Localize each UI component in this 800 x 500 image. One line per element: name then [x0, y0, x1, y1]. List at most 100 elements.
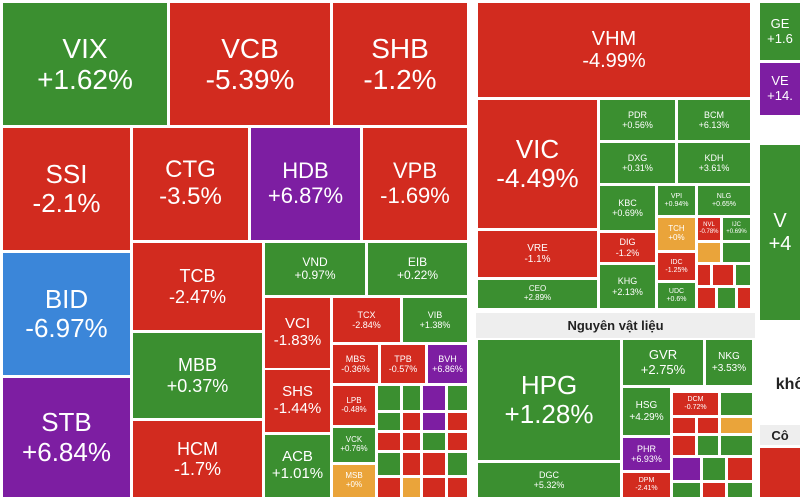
ticker: VCB: [221, 32, 279, 64]
tile: VE +14.: [760, 63, 800, 115]
ticker: VIB: [427, 309, 443, 320]
tile: VCK +0.76%: [333, 428, 375, 462]
ticker: HPG: [520, 369, 578, 400]
tile: DIG -1.2%: [600, 233, 655, 262]
ticker: UDC: [668, 287, 685, 295]
section-header: Nguyên vật liệu: [476, 313, 755, 338]
change-label: +0%: [668, 233, 685, 242]
tile: VIC -4.49%: [478, 100, 597, 228]
tile: DPM -2.41%: [623, 473, 670, 497]
change-label: -3.5%: [159, 183, 222, 210]
ticker: TPB: [394, 353, 412, 364]
tile: [423, 453, 445, 475]
ticker: BID: [44, 283, 89, 314]
ticker: NVL: [703, 222, 715, 229]
change-label: -1.69%: [380, 183, 450, 208]
ticker: MBB: [177, 355, 217, 376]
tile: LPB -0.48%: [333, 386, 375, 425]
change-label: +2.13%: [612, 286, 643, 297]
tile: [378, 453, 400, 475]
ticker: EIB: [407, 254, 428, 269]
tile: DCM -0.72%: [673, 393, 718, 415]
tile: STB +6.84%: [3, 378, 130, 497]
change-label: -0.78%: [699, 229, 719, 235]
change-label: -5.39%: [205, 64, 295, 95]
change-label: +0.6%: [666, 295, 687, 303]
change-label: -2.1%: [32, 188, 101, 218]
tile: SSI -2.1%: [3, 128, 130, 250]
change-label: +2.89%: [523, 293, 552, 302]
tile: [423, 413, 445, 430]
tile: GVR +2.75%: [623, 340, 703, 385]
ticker: VRE: [527, 242, 548, 254]
tile: KHG +2.13%: [600, 265, 655, 308]
tile: [723, 243, 750, 262]
ticker: DXG: [627, 152, 648, 163]
tile: PDR +0.56%: [600, 100, 675, 140]
ticker: ACB: [282, 448, 313, 466]
tile: [403, 453, 420, 475]
tile: [738, 288, 750, 308]
change-label: -1.2%: [363, 64, 437, 95]
tile: TCB -2.47%: [133, 243, 262, 330]
ticker: PDR: [627, 109, 647, 120]
ticker: CEO: [528, 284, 547, 294]
tile: DGC +5.32%: [478, 463, 620, 497]
tile: GE +1.6: [760, 3, 800, 60]
ticker: NLG: [716, 192, 732, 200]
ticker: V: [773, 210, 787, 233]
tile: MBS -0.36%: [333, 345, 378, 383]
tile: VND +0.97%: [265, 243, 365, 295]
change-label: -1.83%: [273, 332, 322, 349]
ticker: VHM: [591, 27, 637, 50]
change-label: +0.31%: [622, 163, 653, 173]
ticker: DPM: [638, 477, 655, 485]
change-label: +0.76%: [340, 444, 368, 453]
tile: DXG +0.31%: [600, 143, 675, 183]
change-label: +1.01%: [271, 465, 324, 482]
tile: [673, 483, 700, 497]
tile: HDB +6.87%: [251, 128, 360, 240]
tile: HCM -1.7%: [133, 421, 262, 497]
ticker: SHS: [282, 383, 313, 401]
tile: VPB -1.69%: [363, 128, 467, 240]
ticker: TCH: [668, 224, 685, 234]
tile: [698, 436, 718, 455]
tile: HPG +1.28%: [478, 340, 620, 460]
change-label: -1.44%: [273, 400, 322, 417]
change-label: +1.62%: [37, 64, 133, 95]
change-label: +2.75%: [640, 361, 686, 377]
change-label: +1.6: [767, 30, 793, 46]
tile: VCI -1.83%: [265, 298, 330, 368]
change-label: +14.: [767, 88, 793, 103]
tile: [403, 478, 420, 497]
change-label: -6.97%: [25, 313, 108, 343]
tile: VPI +0.94%: [658, 186, 695, 215]
ticker: GVR: [648, 346, 678, 362]
change-label: +0%: [345, 480, 363, 489]
tile: VCB -5.39%: [170, 3, 330, 125]
change-label: -0.48%: [341, 404, 367, 414]
tile: [721, 418, 752, 433]
ticker: BVH: [438, 353, 457, 364]
tile: [718, 288, 735, 308]
change-label: -4.99%: [582, 50, 646, 72]
tile: [721, 436, 752, 455]
tile: [713, 265, 733, 285]
tile: [403, 413, 420, 430]
change-label: +0.37%: [166, 375, 229, 396]
change-label: +3.53%: [711, 362, 747, 374]
ticker: GE: [770, 15, 790, 31]
tile: [698, 418, 718, 433]
tile: IJC +0.69%: [723, 218, 750, 240]
change-label: +4.29%: [629, 411, 664, 423]
tile: BID -6.97%: [3, 253, 130, 375]
ticker: HSG: [635, 400, 658, 412]
change-label: +6.84%: [22, 436, 111, 467]
tile: [448, 453, 467, 475]
tile: [403, 386, 420, 410]
tile: [698, 288, 715, 308]
ticker: VCK: [345, 435, 363, 445]
tile: EIB +0.22%: [368, 243, 467, 295]
tile: [703, 458, 725, 480]
